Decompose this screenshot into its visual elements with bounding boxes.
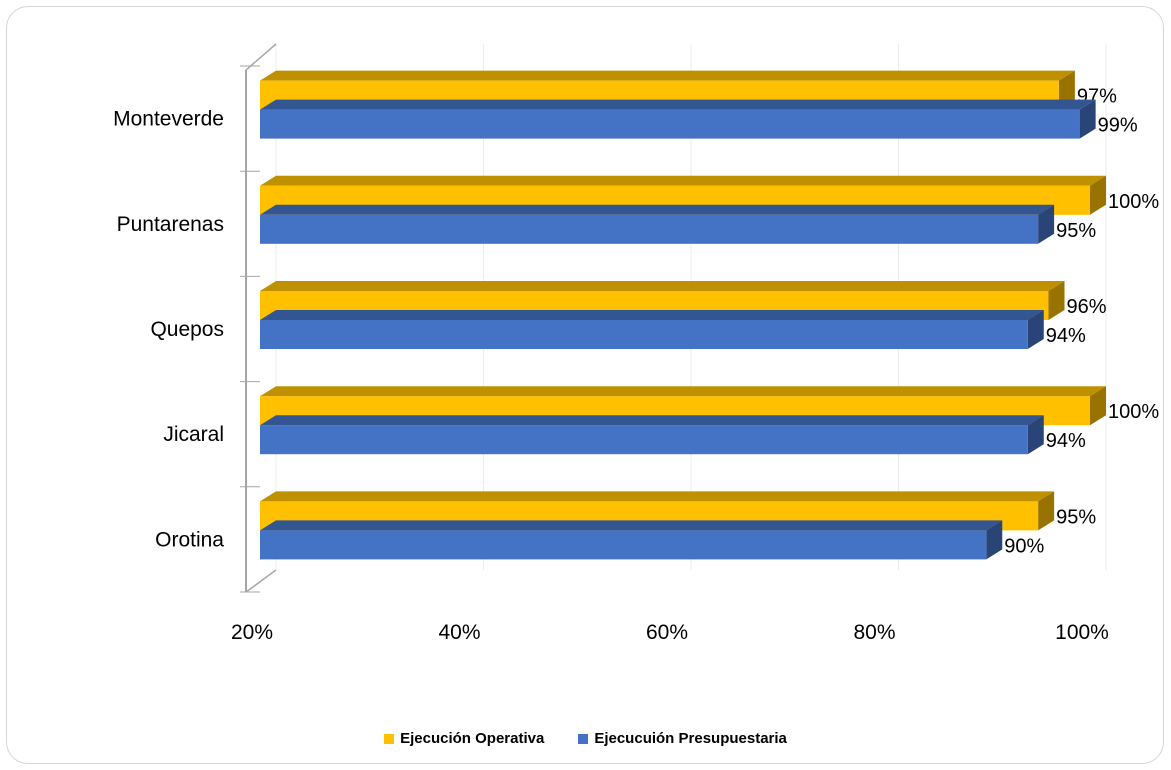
bar-top-face	[260, 99, 1096, 110]
bar-side-face	[1027, 415, 1044, 455]
data-label: 94%	[1046, 430, 1086, 452]
bar-top-face	[260, 415, 1044, 426]
bar-side-face	[1038, 491, 1055, 531]
bar	[260, 320, 1028, 349]
bar	[260, 530, 987, 560]
legend-item: Ejecución Operativa	[384, 730, 544, 747]
x-tick-label: 80%	[853, 621, 895, 644]
bar-top-face	[260, 520, 1003, 531]
bar-top-face	[260, 281, 1065, 291]
bar-side-face	[1048, 281, 1065, 320]
bar-top-face	[260, 491, 1055, 502]
bar-top-face	[260, 175, 1106, 186]
data-label: 94%	[1046, 325, 1086, 347]
bar	[260, 109, 1080, 139]
legend: Ejecución Operativa Ejecucuión Presupuest…	[0, 730, 1171, 748]
x-tick-label: 100%	[1055, 621, 1109, 644]
bar-side-face	[1090, 386, 1106, 426]
bar-top-face	[260, 204, 1055, 215]
bar	[260, 214, 1039, 244]
legend-swatch	[384, 733, 395, 744]
data-label: 100%	[1108, 401, 1159, 423]
category-label: Quepos	[150, 318, 224, 341]
bar-side-face	[986, 520, 1003, 560]
data-label: 99%	[1098, 115, 1138, 137]
data-label: 95%	[1056, 220, 1096, 242]
bar-top-face	[260, 386, 1106, 397]
x-tick-label: 60%	[646, 621, 688, 644]
y-axis-bottom-edge	[245, 569, 277, 593]
legend-label: Ejecución Operativa	[400, 730, 545, 747]
data-label: 95%	[1056, 506, 1096, 528]
data-label: 96%	[1067, 296, 1107, 318]
bar	[260, 425, 1028, 455]
category-label: Jicaral	[163, 423, 224, 446]
bar-side-face	[1079, 99, 1096, 139]
category-label: Monteverde	[113, 108, 224, 131]
data-label: 90%	[1004, 535, 1044, 557]
bar-top-face	[260, 70, 1075, 81]
legend-label: Ejecucuión Presupuestaria	[594, 730, 787, 747]
category-label: Puntarenas	[117, 213, 224, 236]
bar-side-face	[1038, 204, 1055, 244]
bar-side-face	[1090, 175, 1106, 215]
data-label: 100%	[1108, 191, 1159, 213]
x-tick-label: 40%	[438, 621, 480, 644]
legend-item: Ejecucuión Presupuestaria	[578, 730, 787, 747]
bar-top-face	[260, 310, 1044, 320]
category-label: Orotina	[155, 528, 224, 551]
x-tick-label: 20%	[231, 621, 273, 644]
legend-swatch	[578, 733, 589, 744]
bar-side-face	[1027, 310, 1044, 349]
